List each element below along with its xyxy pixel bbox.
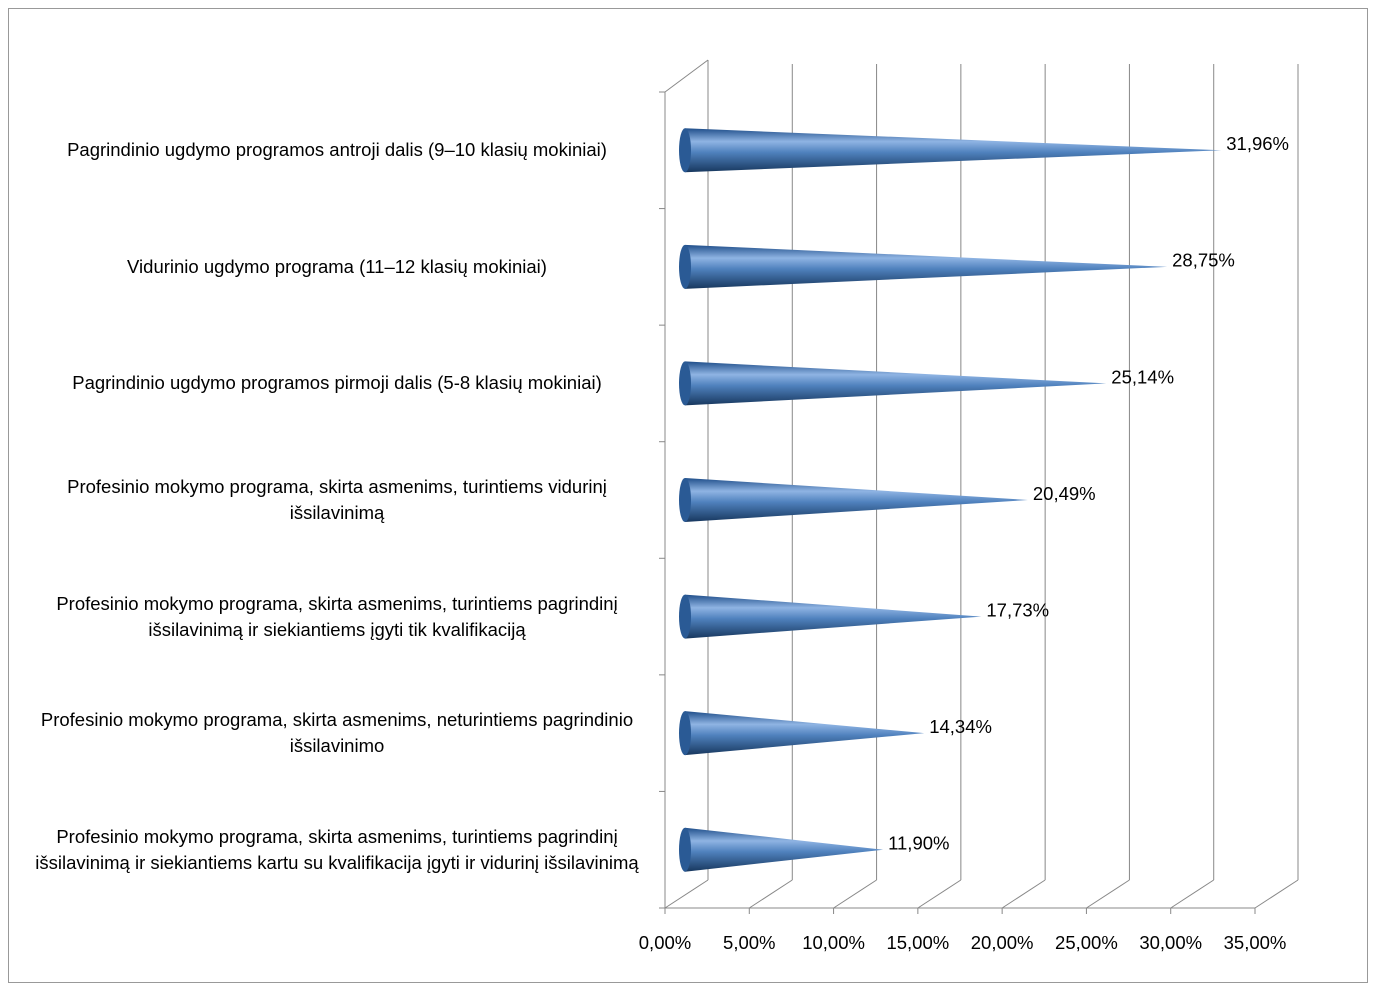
x-tick-label: 20,00% (971, 932, 1034, 953)
floor-line (1001, 879, 1046, 909)
value-label: 25,14% (1111, 366, 1174, 387)
cone-base (679, 594, 691, 639)
cone (685, 244, 1168, 289)
x-tick-label: 10,00% (802, 932, 865, 953)
value-label: 28,75% (1172, 250, 1235, 271)
cone (685, 594, 982, 639)
cone-base (679, 361, 691, 406)
category-label: Pagrindinio ugdymo programos pirmoji dal… (72, 372, 602, 394)
category-label: Pagrindinio ugdymo programos antroji dal… (67, 139, 607, 161)
x-tick-label: 0,00% (639, 932, 691, 953)
cone-base (679, 244, 691, 289)
value-label: 20,49% (1033, 483, 1096, 504)
value-label: 14,34% (929, 716, 992, 737)
x-tick-label: 35,00% (1224, 932, 1287, 953)
category-label: Vidurinio ugdymo programa (11–12 klasių … (127, 255, 547, 277)
value-label: 31,96% (1226, 133, 1289, 154)
cone (685, 478, 1028, 522)
category-label: Profesinio mokymo programa, skirta asmen… (67, 476, 607, 523)
x-tick-label: 5,00% (723, 932, 775, 953)
cone (685, 361, 1107, 406)
x-tick-label: 30,00% (1139, 932, 1202, 953)
cone (685, 827, 884, 872)
category-label: Profesinio mokymo programa, skirta asmen… (56, 592, 618, 640)
chart-frame (8, 8, 1368, 983)
cone (685, 711, 925, 756)
cone-base (679, 478, 691, 522)
value-label: 11,90% (888, 833, 949, 854)
cone-base (679, 827, 691, 872)
cone (685, 128, 1222, 173)
cone-base (679, 711, 691, 756)
floor-line (664, 879, 709, 909)
category-label: Profesinio mokymo programa, skirta asmen… (40, 709, 634, 757)
cone-base (679, 128, 691, 173)
category-label: Profesinio mokymo programa, skirta asmen… (35, 825, 639, 873)
floor-line (1254, 879, 1299, 909)
x-tick-label: 15,00% (886, 932, 949, 953)
floor-line (833, 879, 877, 909)
x-tick-label: 25,00% (1055, 932, 1118, 953)
floor-line (749, 879, 793, 909)
value-label: 17,73% (986, 599, 1049, 620)
floor-line (1086, 879, 1130, 909)
floor-line (1170, 879, 1214, 909)
floor-line (917, 879, 962, 909)
wall-edge (664, 59, 709, 93)
